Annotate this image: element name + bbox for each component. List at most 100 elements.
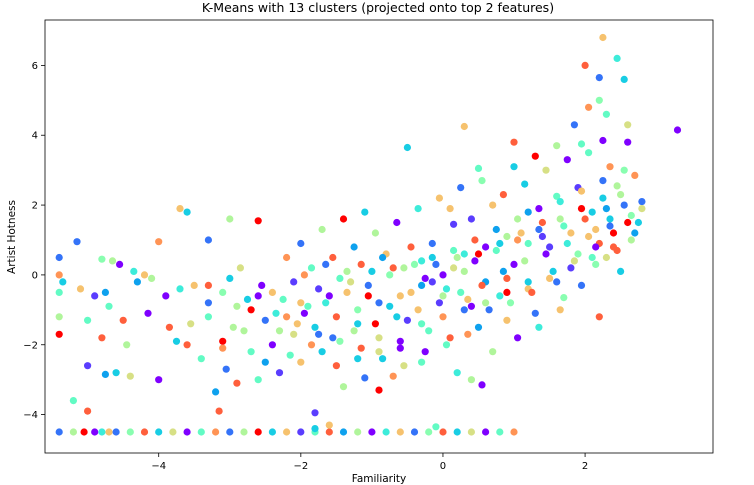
data-point: [442, 285, 451, 293]
data-point: [631, 171, 639, 179]
data-point: [560, 294, 568, 302]
data-point: [521, 257, 529, 265]
data-point: [155, 376, 163, 384]
x-tick-label: 0: [440, 461, 446, 472]
data-point: [638, 205, 646, 213]
data-point: [69, 397, 77, 405]
data-point: [563, 239, 571, 248]
data-point: [272, 309, 280, 317]
data-point: [553, 192, 561, 200]
data-point: [624, 121, 632, 129]
data-point: [542, 250, 550, 258]
y-tick-label: −2: [23, 340, 38, 351]
data-point: [524, 278, 532, 286]
data-point: [592, 243, 600, 251]
y-tick-label: 4: [32, 131, 38, 142]
data-point: [428, 239, 436, 248]
data-point: [229, 323, 237, 331]
data-point: [542, 166, 550, 174]
data-point: [613, 182, 621, 190]
data-point: [315, 285, 323, 293]
data-point: [350, 327, 358, 335]
data-point: [528, 288, 536, 296]
chart-title: K-Means with 13 clusters (projected onto…: [202, 0, 554, 15]
data-point: [268, 341, 276, 349]
data-point: [627, 236, 635, 244]
data-point: [478, 281, 486, 289]
data-point: [613, 54, 621, 63]
data-point: [325, 421, 333, 429]
data-point: [464, 295, 472, 303]
data-point: [311, 323, 319, 331]
data-point: [464, 330, 472, 338]
data-point: [382, 428, 390, 436]
data-point: [585, 149, 593, 157]
data-point: [581, 215, 589, 223]
data-point: [268, 288, 276, 296]
y-tick-label: 0: [32, 270, 38, 281]
data-point: [517, 229, 525, 237]
data-point: [595, 313, 603, 321]
data-point: [467, 428, 475, 436]
data-point: [339, 428, 348, 436]
data-point: [293, 320, 301, 328]
data-point: [489, 348, 497, 356]
data-point: [446, 205, 454, 213]
data-point: [506, 299, 515, 307]
data-point: [467, 302, 475, 310]
data-point: [546, 274, 554, 282]
data-point: [315, 330, 323, 338]
data-point: [258, 281, 266, 289]
data-point: [379, 355, 387, 363]
data-point: [496, 239, 504, 248]
data-point: [140, 271, 149, 279]
data-point: [311, 425, 319, 433]
data-point: [361, 208, 369, 216]
data-point: [290, 278, 298, 286]
data-point: [219, 288, 227, 296]
data-point: [59, 278, 67, 286]
data-point: [410, 260, 419, 268]
data-point: [389, 264, 397, 272]
data-point: [347, 278, 355, 286]
data-point: [98, 428, 106, 436]
points-layer: [55, 33, 682, 436]
data-point: [144, 309, 152, 317]
y-tick-label: 6: [32, 61, 38, 72]
data-point: [482, 299, 490, 307]
data-point: [84, 407, 92, 415]
data-point: [55, 313, 63, 321]
data-point: [599, 177, 607, 185]
data-point: [162, 292, 170, 300]
data-point: [283, 313, 291, 321]
data-point: [329, 334, 337, 342]
data-point: [403, 143, 411, 152]
data-point: [105, 428, 113, 436]
data-point: [524, 208, 532, 216]
data-point: [492, 246, 500, 255]
data-point: [457, 288, 465, 296]
data-point: [375, 348, 383, 356]
data-point: [435, 194, 443, 202]
data-point: [247, 348, 255, 356]
data-point: [226, 274, 234, 282]
data-point: [585, 103, 593, 111]
data-point: [254, 376, 262, 384]
data-point: [361, 374, 369, 382]
data-point: [307, 341, 316, 349]
data-point: [371, 229, 379, 237]
data-point: [307, 264, 316, 272]
data-point: [354, 428, 362, 436]
data-point: [336, 274, 344, 282]
data-point: [407, 288, 415, 296]
data-point: [396, 292, 404, 300]
data-point: [98, 334, 106, 342]
data-point: [400, 264, 408, 272]
data-point: [375, 334, 383, 342]
data-point: [379, 253, 387, 262]
data-point: [240, 428, 248, 436]
data-point: [55, 428, 63, 436]
data-point: [553, 142, 561, 150]
data-point: [300, 309, 308, 317]
data-point: [499, 267, 507, 275]
